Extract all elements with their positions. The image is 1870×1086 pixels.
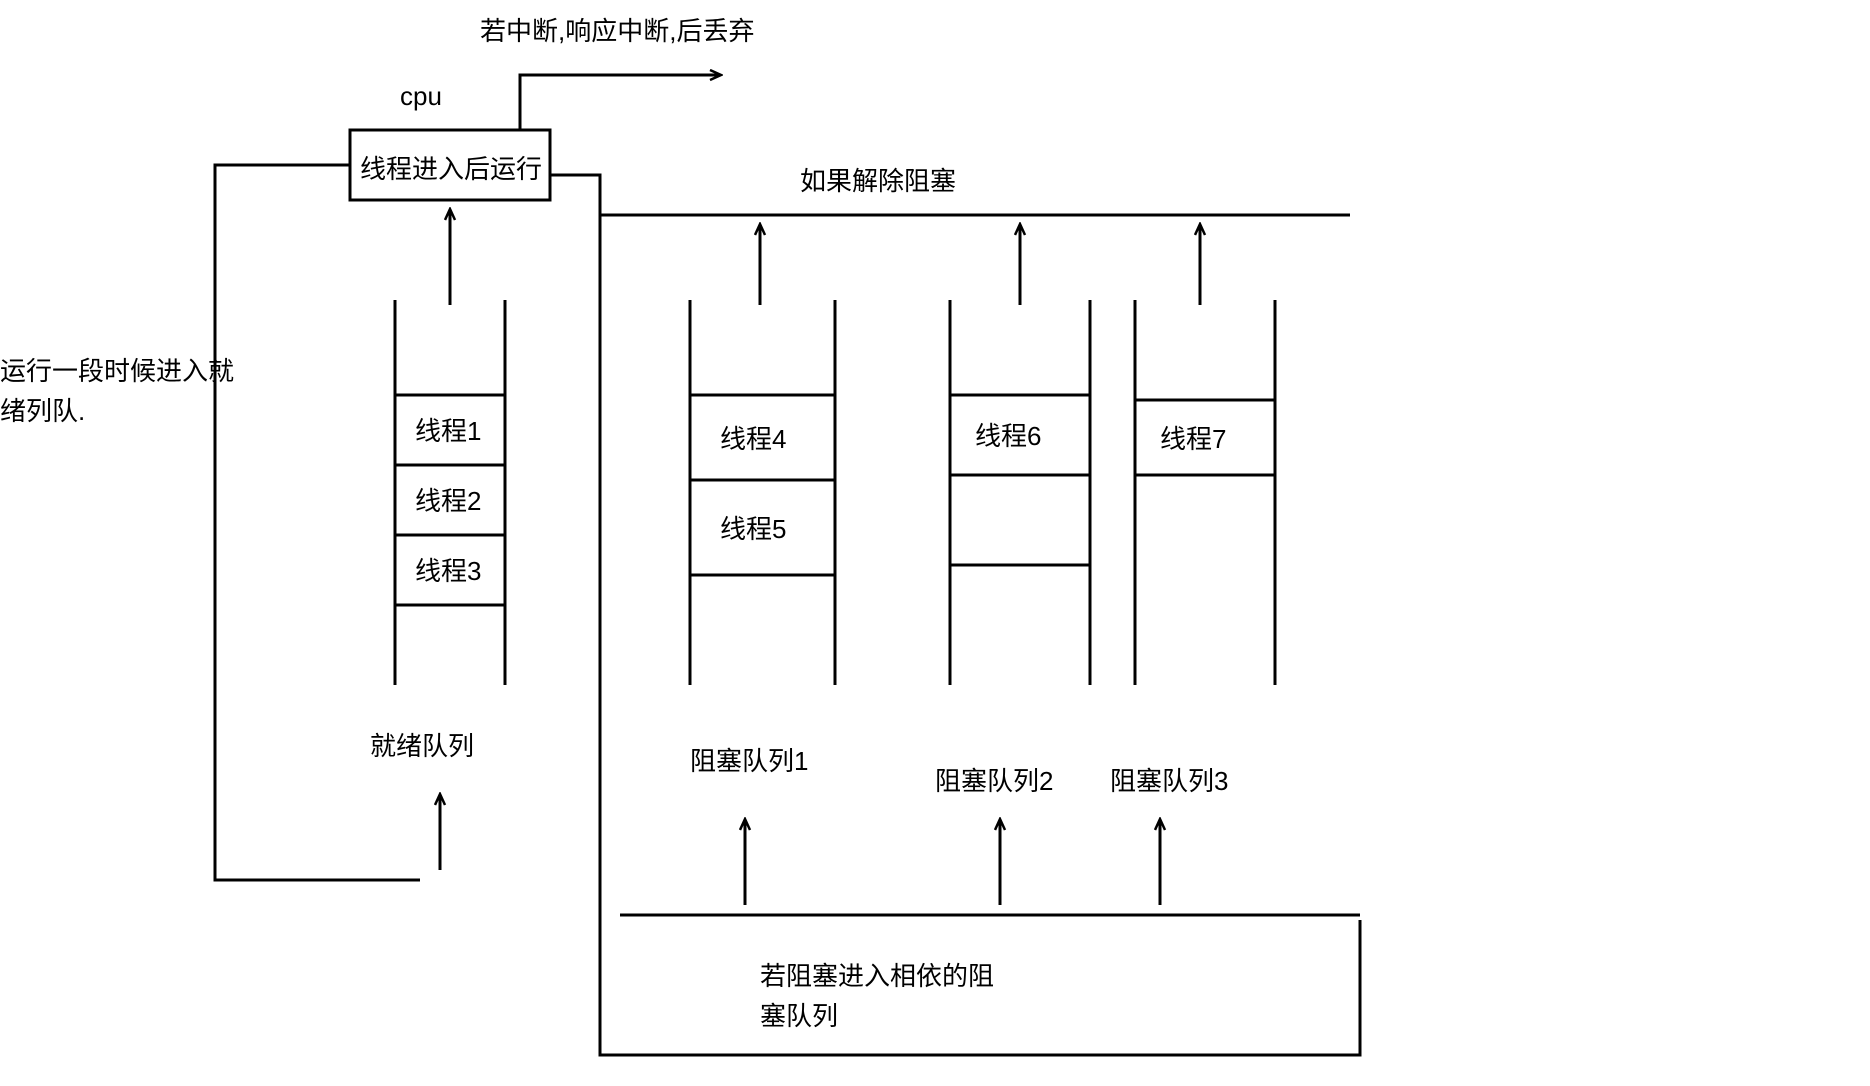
thread-state-diagram: 若中断,响应中断,后丢弃 cpu 线程进入后运行 运行一段时候进入就 绪列队. … xyxy=(0,0,1870,1086)
interrupt-label: 若中断,响应中断,后丢弃 xyxy=(480,16,754,46)
side-text-line1: 运行一段时候进入就 xyxy=(0,356,234,386)
ready-queue-label: 就绪队列 xyxy=(370,731,474,761)
ready-cell-2-label: 线程2 xyxy=(415,486,481,516)
bq2-cell-2 xyxy=(950,475,1090,565)
bq3-label: 阻塞队列3 xyxy=(1110,766,1228,796)
bq2-label: 阻塞队列2 xyxy=(935,766,1053,796)
cpu-box-text: 线程进入后运行 xyxy=(360,154,542,184)
side-text-line2: 绪列队. xyxy=(0,396,85,426)
bq1-cell-1-label: 线程4 xyxy=(720,424,786,454)
bq1-cell-2-label: 线程5 xyxy=(720,514,786,544)
cpu-to-block-loop xyxy=(550,175,1360,1055)
ready-cell-3-label: 线程3 xyxy=(415,556,481,586)
cpu-label: cpu xyxy=(400,81,442,111)
block-enter-text-l1: 若阻塞进入相依的阻 xyxy=(760,961,994,991)
unblock-label: 如果解除阻塞 xyxy=(800,166,956,196)
ready-cell-1-label: 线程1 xyxy=(415,416,481,446)
bq3-cell-1-label: 线程7 xyxy=(1160,424,1226,454)
block-enter-text-l2: 塞队列 xyxy=(760,1001,838,1031)
cpu-to-ready-loop xyxy=(215,165,420,880)
interrupt-arrow xyxy=(520,75,720,130)
bq2-cell-1-label: 线程6 xyxy=(975,421,1041,451)
bq1-label: 阻塞队列1 xyxy=(690,746,808,776)
